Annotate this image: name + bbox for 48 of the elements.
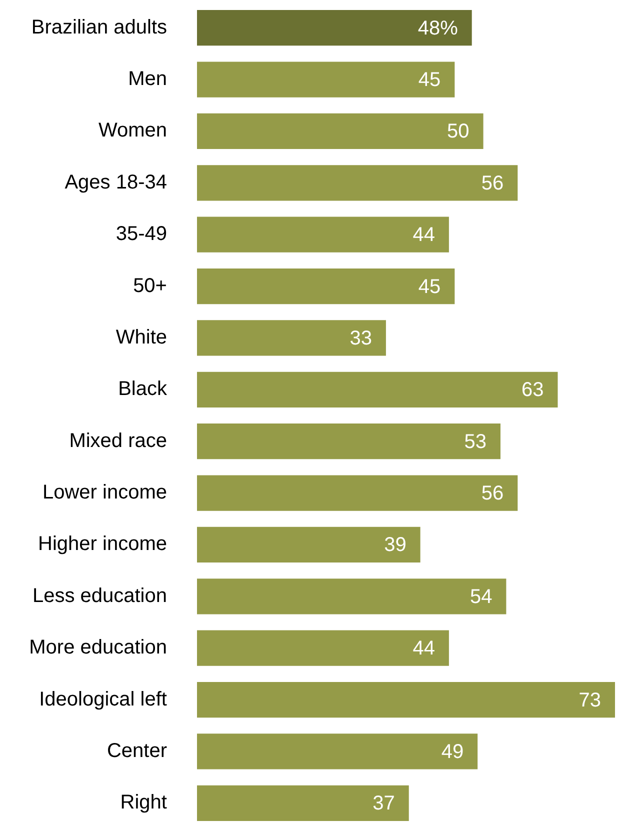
bar xyxy=(197,62,455,98)
y-tick-label: More education xyxy=(29,636,167,659)
y-tick-label: Right xyxy=(120,792,168,814)
bar xyxy=(197,216,449,252)
y-tick-label: Ages 18-34 xyxy=(64,171,167,194)
bar xyxy=(197,372,558,408)
data-label: 56 xyxy=(481,172,504,194)
data-label: 45 xyxy=(418,69,441,92)
y-tick-label: 50+ xyxy=(133,274,167,297)
data-label: 44 xyxy=(412,638,435,660)
data-label: 44 xyxy=(412,224,435,246)
data-label: 45 xyxy=(418,276,441,298)
y-tick-label: Ideological left xyxy=(39,688,168,710)
data-label: 37 xyxy=(372,792,395,815)
data-label: 48% xyxy=(418,17,458,40)
data-label: 33 xyxy=(350,327,372,350)
y-tick-label: Lower income xyxy=(42,482,167,504)
y-tick-label: Center xyxy=(106,740,168,762)
bar xyxy=(197,10,472,46)
bar xyxy=(197,734,478,770)
data-label: 49 xyxy=(441,740,464,763)
y-tick-label: Higher income xyxy=(38,533,167,556)
data-label: 50 xyxy=(447,120,470,143)
bar xyxy=(197,630,449,666)
bar xyxy=(197,113,484,150)
data-label: 39 xyxy=(384,534,406,556)
data-label: 73 xyxy=(578,689,601,712)
bar xyxy=(197,526,420,563)
bar xyxy=(197,475,518,511)
y-tick-label: Black xyxy=(118,378,168,400)
y-tick-label: Less education xyxy=(32,584,167,607)
bar xyxy=(197,268,455,304)
bar xyxy=(197,165,518,201)
y-tick-label: Brazilian adults xyxy=(31,16,167,38)
y-tick-label: Men xyxy=(128,68,167,90)
y-tick-label: White xyxy=(116,326,167,348)
bar xyxy=(197,424,500,460)
data-label: 63 xyxy=(521,379,544,402)
bar xyxy=(197,785,409,821)
y-tick-label: Mixed race xyxy=(69,430,167,452)
bar xyxy=(197,578,506,614)
bar xyxy=(197,682,615,718)
y-tick-label: 35-49 xyxy=(116,223,167,246)
data-label: 53 xyxy=(464,430,486,453)
data-label: 56 xyxy=(481,482,504,505)
bar xyxy=(197,320,386,356)
y-tick-label: Women xyxy=(98,120,167,142)
data-label: 54 xyxy=(470,586,492,608)
